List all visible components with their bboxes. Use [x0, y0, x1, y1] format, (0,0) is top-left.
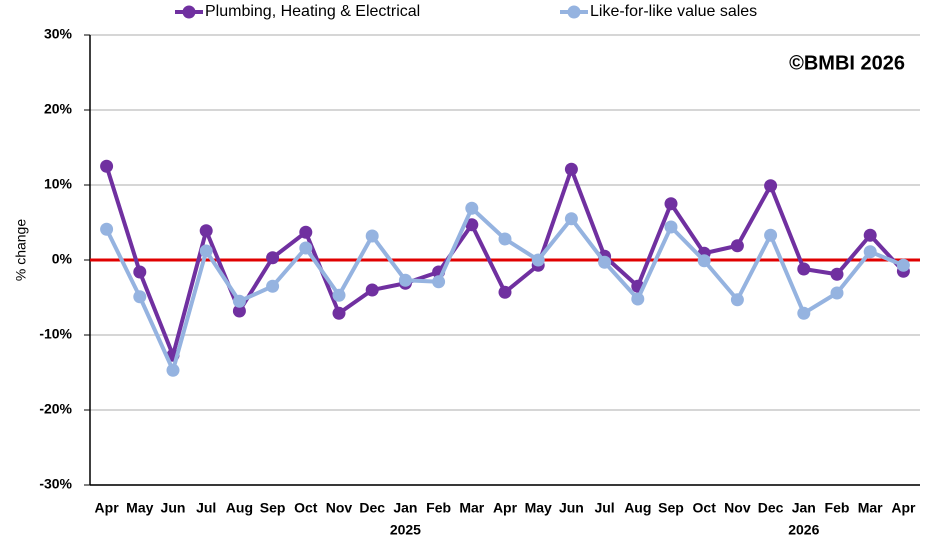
- x-tick-label: Oct: [294, 500, 318, 516]
- data-point: [598, 255, 612, 269]
- data-point: [365, 283, 379, 297]
- data-point: [266, 279, 280, 293]
- legend-marker: [182, 5, 196, 19]
- year-label: 2025: [390, 522, 421, 538]
- x-tick-label: Apr: [891, 500, 916, 516]
- y-tick-label: -20%: [39, 401, 72, 417]
- data-point: [232, 294, 246, 308]
- data-point: [498, 285, 512, 299]
- x-tick-label: Nov: [326, 500, 353, 516]
- legend-label: Like-for-like value sales: [590, 3, 757, 20]
- legend-label: Plumbing, Heating & Electrical: [205, 3, 420, 20]
- x-tick-label: Mar: [858, 500, 883, 516]
- data-point: [564, 162, 578, 176]
- data-point: [232, 304, 246, 318]
- data-point: [133, 265, 147, 279]
- data-point: [863, 228, 877, 242]
- data-point: [199, 224, 213, 238]
- data-point: [631, 292, 645, 306]
- data-point: [332, 288, 346, 302]
- x-tick-label: Dec: [758, 500, 784, 516]
- x-tick-label: May: [126, 500, 153, 516]
- x-tick-label: Jan: [393, 500, 417, 516]
- legend-marker: [567, 5, 581, 19]
- data-point: [133, 290, 147, 304]
- data-point: [166, 363, 180, 377]
- x-tick-label: Feb: [825, 500, 850, 516]
- data-point: [830, 267, 844, 281]
- x-tick-label: Dec: [359, 500, 385, 516]
- data-point: [100, 159, 114, 173]
- y-tick-label: 20%: [44, 101, 73, 117]
- data-point: [498, 232, 512, 246]
- data-point: [730, 239, 744, 253]
- data-point: [299, 225, 313, 239]
- data-point: [764, 228, 778, 242]
- data-point: [465, 218, 479, 232]
- x-tick-label: May: [525, 500, 552, 516]
- x-tick-label: Sep: [260, 500, 286, 516]
- y-tick-label: -10%: [39, 326, 72, 342]
- x-tick-label: Sep: [658, 500, 684, 516]
- data-point: [797, 262, 811, 276]
- x-tick-label: Nov: [724, 500, 751, 516]
- x-tick-label: Jun: [161, 500, 186, 516]
- data-point: [697, 254, 711, 268]
- x-tick-label: Mar: [459, 500, 484, 516]
- y-tick-label: 0%: [52, 251, 73, 267]
- data-point: [465, 201, 479, 215]
- data-point: [664, 197, 678, 211]
- data-point: [863, 245, 877, 259]
- data-point: [730, 293, 744, 307]
- data-point: [664, 220, 678, 234]
- x-tick-label: Jul: [196, 500, 216, 516]
- x-tick-label: Jan: [792, 500, 816, 516]
- x-tick-label: Jun: [559, 500, 584, 516]
- y-axis-label: % change: [13, 219, 29, 281]
- data-point: [266, 251, 280, 265]
- data-point: [199, 244, 213, 258]
- data-point: [797, 306, 811, 320]
- data-point: [365, 229, 379, 243]
- x-tick-label: Apr: [95, 500, 120, 516]
- x-tick-label: Apr: [493, 500, 518, 516]
- data-point: [332, 306, 346, 320]
- data-point: [398, 273, 412, 287]
- data-point: [531, 253, 545, 267]
- data-point: [299, 241, 313, 255]
- data-point: [432, 275, 446, 289]
- data-point: [100, 222, 114, 236]
- y-tick-label: 30%: [44, 26, 73, 42]
- x-tick-label: Oct: [693, 500, 717, 516]
- x-tick-label: Aug: [226, 500, 253, 516]
- annotation: ©BMBI 2026: [789, 52, 905, 74]
- x-tick-label: Feb: [426, 500, 451, 516]
- x-tick-label: Jul: [594, 500, 614, 516]
- data-point: [764, 179, 778, 193]
- y-tick-label: 10%: [44, 176, 73, 192]
- y-tick-label: -30%: [39, 476, 72, 492]
- year-label: 2026: [788, 522, 819, 538]
- data-point: [896, 258, 910, 272]
- data-point: [830, 286, 844, 300]
- x-tick-label: Aug: [624, 500, 651, 516]
- data-point: [564, 212, 578, 226]
